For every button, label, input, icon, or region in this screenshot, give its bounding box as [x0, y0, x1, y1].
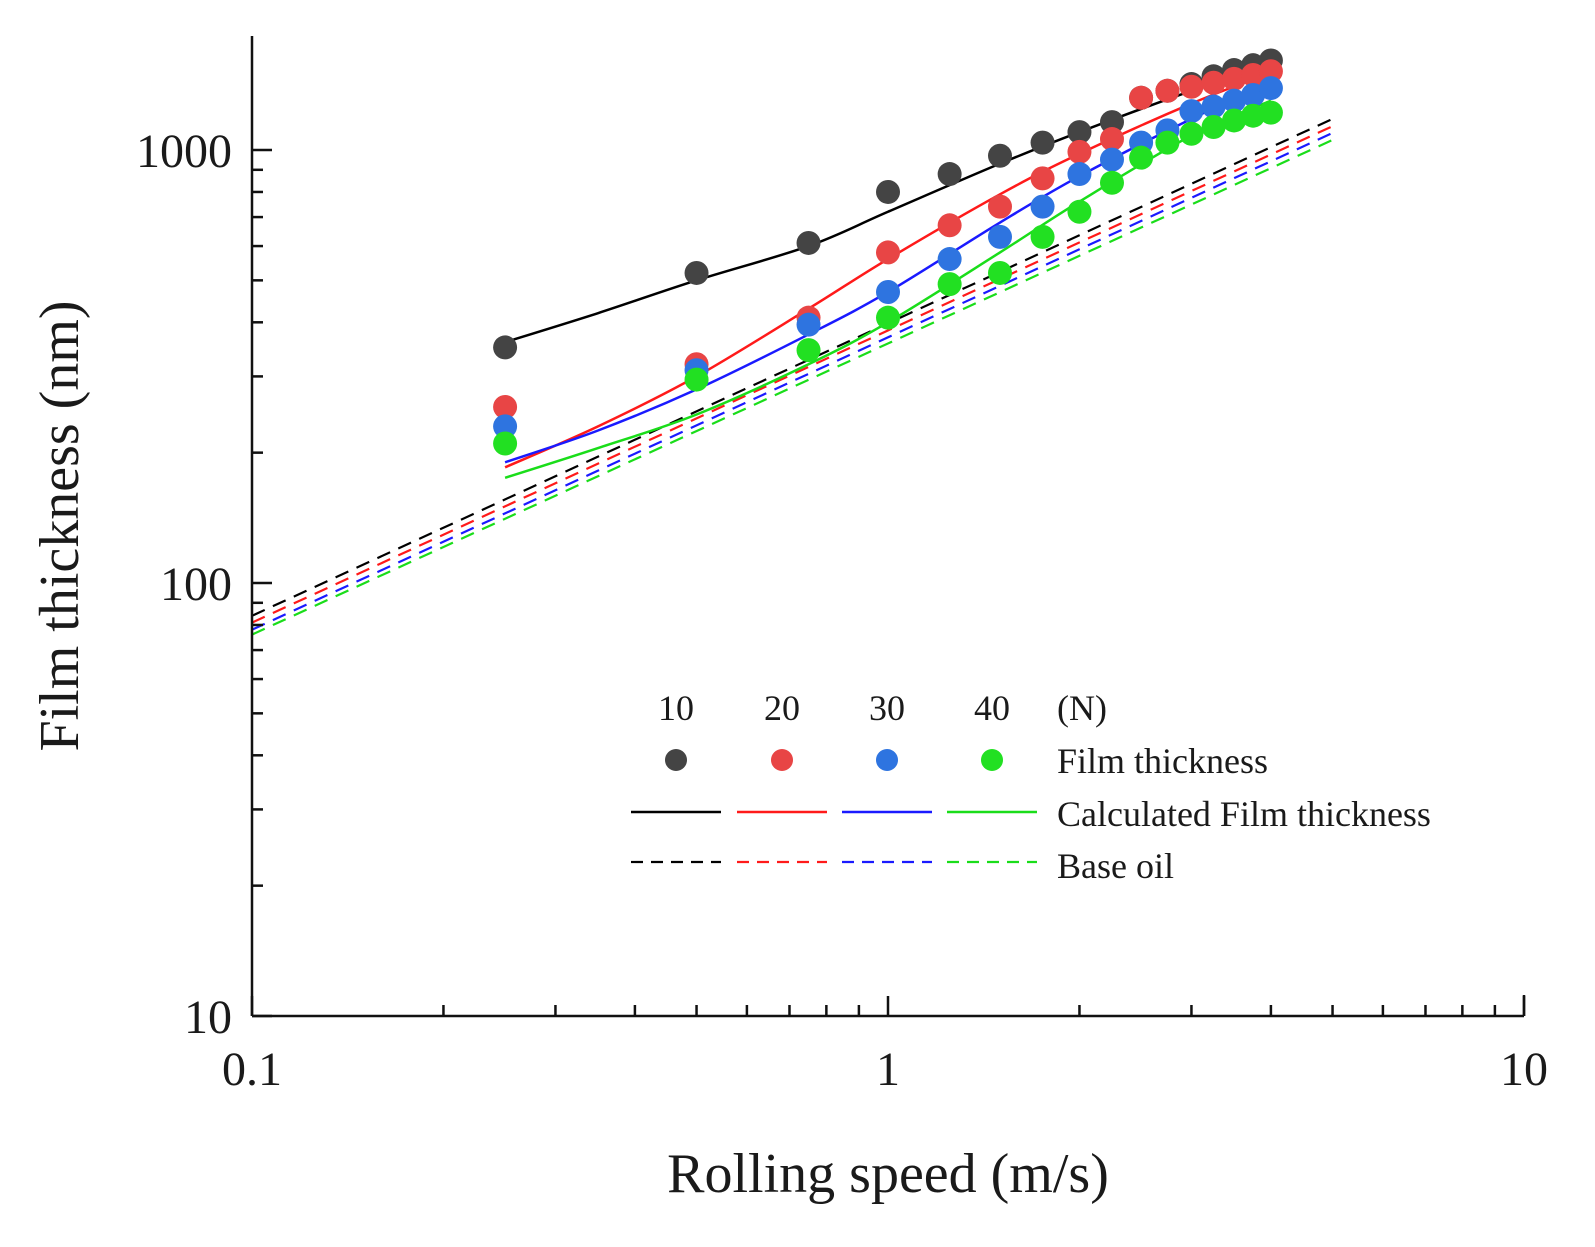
- point-20N: [1030, 166, 1055, 191]
- point-40N: [684, 367, 709, 392]
- point-20N: [1179, 74, 1204, 99]
- point-30N: [987, 224, 1012, 249]
- point-40N: [987, 260, 1012, 285]
- point-40N: [1030, 224, 1055, 249]
- point-40N: [937, 272, 962, 297]
- point-40N: [1241, 103, 1266, 128]
- point-30N: [1201, 94, 1226, 119]
- point-20N: [1129, 85, 1154, 110]
- point-20N: [1258, 59, 1283, 84]
- base-oil-line-10N: [252, 117, 1334, 617]
- point-30N: [1030, 194, 1055, 219]
- y-tick-label: 10: [184, 991, 232, 1044]
- base-oil-line-20N: [252, 125, 1334, 624]
- point-10N: [987, 143, 1012, 168]
- legend-load-10: 10: [658, 688, 694, 728]
- legend-marker-10N: [665, 749, 687, 771]
- point-10N: [876, 179, 900, 204]
- base-oil-line-30N: [252, 131, 1334, 631]
- point-30N: [796, 312, 821, 337]
- legend: 10 20 30 40 (N) Film thickness Calculated F…: [631, 688, 1431, 886]
- point-10N: [796, 230, 821, 255]
- point-20N: [1241, 63, 1266, 88]
- x-axis-title: Rolling speed (m/s): [667, 1143, 1109, 1205]
- point-20N: [1222, 66, 1247, 91]
- point-10N: [1030, 130, 1055, 155]
- legend-label-base-oil: Base oil: [1057, 846, 1174, 886]
- axis-ticks: [250, 148, 1526, 1018]
- point-40N: [1099, 170, 1124, 195]
- x-tick-label: 1: [876, 1043, 900, 1096]
- point-40N: [1129, 145, 1154, 170]
- x-tick-label: 0.1: [222, 1043, 282, 1096]
- y-axis-title: Film thickness (nm): [29, 300, 91, 751]
- point-30N: [1258, 76, 1283, 101]
- legend-marker-30N: [876, 749, 898, 771]
- point-40N: [1155, 130, 1180, 155]
- legend-load-40: 40: [974, 688, 1010, 728]
- point-20N: [1201, 70, 1226, 95]
- point-40N: [1222, 108, 1247, 133]
- point-30N: [1067, 162, 1092, 187]
- point-10N: [493, 335, 518, 360]
- point-40N: [1201, 115, 1226, 140]
- legend-marker-20N: [771, 749, 793, 771]
- point-30N: [1099, 147, 1124, 172]
- point-30N: [876, 279, 900, 304]
- point-30N: [493, 414, 518, 439]
- y-tick-label: 100: [160, 558, 232, 611]
- point-10N: [1099, 110, 1124, 135]
- legend-unit: (N): [1057, 688, 1107, 728]
- legend-marker-40N: [981, 749, 1003, 771]
- x-tick-label: 10: [1500, 1043, 1548, 1096]
- measured-film-thickness-points: [493, 48, 1283, 456]
- point-40N: [1258, 100, 1283, 125]
- point-40N: [493, 431, 518, 456]
- point-30N: [1179, 99, 1204, 124]
- tick-labels: 0.1 1 10 10 100 1000: [136, 125, 1548, 1096]
- point-30N: [1222, 88, 1247, 113]
- point-40N: [876, 305, 900, 330]
- point-20N: [1067, 139, 1092, 164]
- point-30N: [937, 247, 962, 272]
- legend-label-calculated: Calculated Film thickness: [1057, 794, 1431, 834]
- point-20N: [987, 194, 1012, 219]
- legend-load-20: 20: [764, 688, 800, 728]
- point-10N: [684, 260, 709, 285]
- point-10N: [1067, 120, 1092, 145]
- point-20N: [937, 213, 962, 238]
- legend-label-film-thickness: Film thickness: [1057, 741, 1268, 781]
- base-oil-line-40N: [252, 138, 1334, 636]
- y-tick-label: 1000: [136, 125, 232, 178]
- point-40N: [1067, 199, 1092, 224]
- legend-load-30: 30: [869, 688, 905, 728]
- calculated-line-10N: [504, 63, 1272, 344]
- point-40N: [796, 338, 821, 363]
- point-10N: [937, 162, 962, 187]
- point-20N: [876, 240, 900, 265]
- point-40N: [1179, 121, 1204, 146]
- point-20N: [1099, 127, 1124, 152]
- base-oil-lines: [252, 117, 1334, 636]
- point-20N: [493, 394, 518, 419]
- point-20N: [1155, 78, 1180, 103]
